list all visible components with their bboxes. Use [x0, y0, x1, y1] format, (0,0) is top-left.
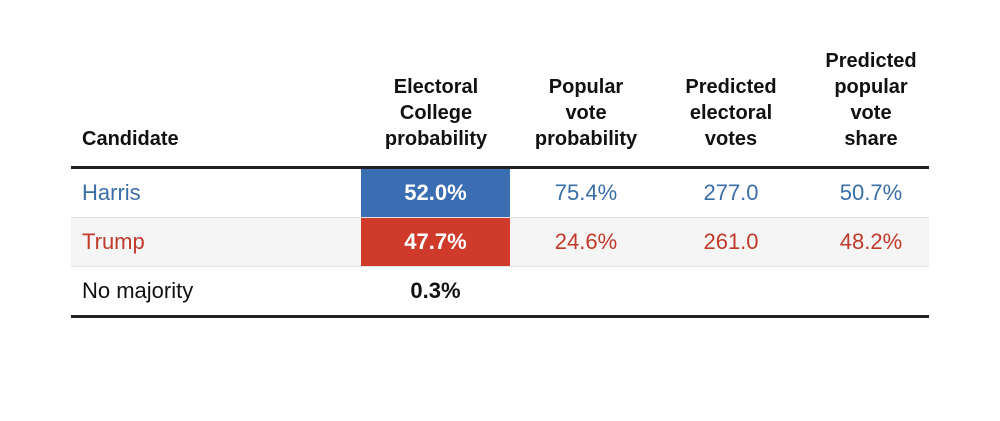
- forecast-table: Candidate Electoral College probability …: [71, 0, 929, 318]
- table-row-harris: Harris 52.0% 75.4% 277.0 50.7%: [71, 169, 929, 218]
- header-line: probability: [384, 128, 488, 150]
- header-rule: [71, 166, 929, 169]
- table-row-trump: Trump 47.7% 24.6% 261.0 48.2%: [71, 218, 929, 267]
- header-line: Electoral: [393, 76, 479, 98]
- predicted-electoral-votes-cell: 277.0: [703, 180, 759, 205]
- table-row-no-majority: No majority 0.3%: [71, 267, 929, 315]
- electoral-college-probability-cell: 52.0%: [361, 169, 510, 217]
- footer-rule: [71, 315, 929, 318]
- candidate-name: No majority: [82, 278, 194, 303]
- table-header: Candidate Electoral College probability …: [71, 0, 929, 166]
- electoral-college-probability-cell: 47.7%: [361, 218, 510, 266]
- header-line: vote: [565, 102, 607, 124]
- header-line: electoral: [689, 102, 773, 124]
- header-line: popular: [834, 76, 908, 98]
- header-line: votes: [704, 128, 758, 150]
- header-line: Predicted: [825, 50, 917, 72]
- predicted-vote-share-cell: 50.7%: [839, 180, 903, 205]
- popular-vote-probability-cell: 24.6%: [554, 229, 618, 254]
- header-popular-vote-probability: Popular vote probability: [511, 74, 661, 152]
- electoral-college-probability-cell: 0.3%: [410, 278, 461, 303]
- header-line: share: [844, 128, 898, 150]
- popular-vote-probability-cell: 75.4%: [554, 180, 618, 205]
- candidate-name: Harris: [82, 180, 141, 205]
- header-line: College: [399, 102, 473, 124]
- header-line: vote: [850, 102, 892, 124]
- header-predicted-popular-vote-share: Predicted popular vote share: [801, 48, 941, 152]
- header-electoral-college-probability: Electoral College probability: [361, 74, 511, 152]
- candidate-name: Trump: [82, 229, 145, 254]
- header-candidate: Candidate: [82, 128, 179, 150]
- header-line: probability: [534, 128, 638, 150]
- header-predicted-electoral-votes: Predicted electoral votes: [661, 74, 801, 152]
- predicted-electoral-votes-cell: 261.0: [703, 229, 759, 254]
- header-line: Popular: [548, 76, 624, 98]
- predicted-vote-share-cell: 48.2%: [839, 229, 903, 254]
- header-line: Predicted: [685, 76, 777, 98]
